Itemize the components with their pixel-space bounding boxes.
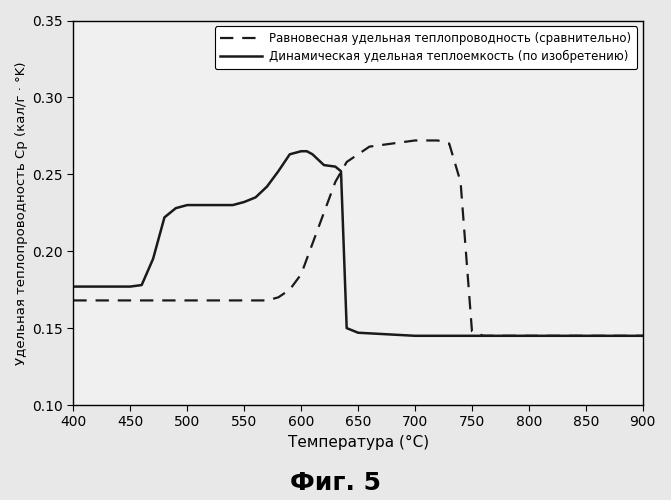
Динамическая удельная теплоемкость (по изобретению) xyxy=(160,214,168,220)
Равновесная удельная теплопроводность (сравнительно) xyxy=(309,240,317,246)
Динамическая удельная теплоемкость (по изобретению) xyxy=(69,284,77,290)
Равновесная удельная теплопроводность (сравнительно) xyxy=(479,333,487,339)
Равновесная удельная теплопроводность (сравнительно) xyxy=(183,298,191,304)
Динамическая удельная теплоемкость (по изобретению) xyxy=(240,199,248,205)
Динамическая удельная теплоемкость (по изобретению) xyxy=(639,333,647,339)
Равновесная удельная теплопроводность (сравнительно) xyxy=(286,286,294,292)
Динамическая удельная теплоемкость (по изобретению) xyxy=(582,333,590,339)
Динамическая удельная теплоемкость (по изобретению) xyxy=(206,202,214,208)
Равновесная удельная теплопроводность (сравнительно) xyxy=(172,298,180,304)
Динамическая удельная теплоемкость (по изобретению) xyxy=(229,202,237,208)
Динамическая удельная теплоемкость (по изобретению) xyxy=(274,168,282,174)
Динамическая удельная теплоемкость (по изобретению) xyxy=(263,184,271,190)
Динамическая удельная теплоемкость (по изобретению) xyxy=(103,284,111,290)
Динамическая удельная теплоемкость (по изобретению) xyxy=(525,333,533,339)
Равновесная удельная теплопроводность (сравнительно) xyxy=(389,140,397,146)
Равновесная удельная теплопроводность (сравнительно) xyxy=(160,298,168,304)
Динамическая удельная теплоемкость (по изобретению) xyxy=(468,333,476,339)
Равновесная удельная теплопроводность (сравнительно) xyxy=(138,298,146,304)
Legend: Равновесная удельная теплопроводность (сравнительно), Динамическая удельная тепл: Равновесная удельная теплопроводность (с… xyxy=(215,26,637,69)
Равновесная удельная теплопроводность (сравнительно) xyxy=(639,333,647,339)
Равновесная удельная теплопроводность (сравнительно) xyxy=(411,138,419,143)
Динамическая удельная теплоемкость (по изобретению) xyxy=(149,256,157,262)
Динамическая удельная теплоемкость (по изобретению) xyxy=(309,152,317,158)
Динамическая удельная теплоемкость (по изобретению) xyxy=(126,284,134,290)
Равновесная удельная теплопроводность (сравнительно) xyxy=(445,140,453,146)
Равновесная удельная теплопроводность (сравнительно) xyxy=(297,272,305,278)
Динамическая удельная теплоемкость (по изобретению) xyxy=(217,202,225,208)
Равновесная удельная теплопроводность (сравнительно) xyxy=(582,333,590,339)
Равновесная удельная теплопроводность (сравнительно) xyxy=(456,179,464,185)
Динамическая удельная теплоемкость (по изобретению) xyxy=(286,152,294,158)
Равновесная удельная теплопроводность (сравнительно) xyxy=(206,298,214,304)
Динамическая удельная теплоемкость (по изобретению) xyxy=(172,205,180,211)
Динамическая удельная теплоемкость (по изобретению) xyxy=(138,282,146,288)
Равновесная удельная теплопроводность (сравнительно) xyxy=(240,298,248,304)
Динамическая удельная теплоемкость (по изобретению) xyxy=(331,164,340,170)
Динамическая удельная теплоемкость (по изобретению) xyxy=(354,330,362,336)
Равновесная удельная теплопроводность (сравнительно) xyxy=(69,298,77,304)
Равновесная удельная теплопроводность (сравнительно) xyxy=(433,138,442,143)
Динамическая удельная теплоемкость (по изобретению) xyxy=(195,202,203,208)
Y-axis label: Удельная теплопроводность Cp (кал/г · °K): Удельная теплопроводность Cp (кал/г · °K… xyxy=(15,61,28,364)
Равновесная удельная теплопроводность (сравнительно) xyxy=(126,298,134,304)
Динамическая удельная теплоемкость (по изобретению) xyxy=(320,162,328,168)
X-axis label: Температура (°С): Температура (°С) xyxy=(287,435,429,450)
Равновесная удельная теплопроводность (сравнительно) xyxy=(366,144,374,150)
Равновесная удельная теплопроводность (сравнительно) xyxy=(263,298,271,304)
Динамическая удельная теплоемкость (по изобретению) xyxy=(343,325,351,331)
Равновесная удельная теплопроводность (сравнительно) xyxy=(331,179,340,185)
Динамическая удельная теплоемкость (по изобретению) xyxy=(183,202,191,208)
Равновесная удельная теплопроводность (сравнительно) xyxy=(149,298,157,304)
Динамическая удельная теплоемкость (по изобретению) xyxy=(303,148,311,154)
Равновесная удельная теплопроводность (сравнительно) xyxy=(525,333,533,339)
Динамическая удельная теплоемкость (по изобретению) xyxy=(337,168,345,174)
Line: Динамическая удельная теплоемкость (по изобретению): Динамическая удельная теплоемкость (по и… xyxy=(73,151,643,336)
Равновесная удельная теплопроводность (сравнительно) xyxy=(274,294,282,300)
Line: Равновесная удельная теплопроводность (сравнительно): Равновесная удельная теплопроводность (с… xyxy=(73,140,643,336)
Text: Фиг. 5: Фиг. 5 xyxy=(290,471,381,495)
Равновесная удельная теплопроводность (сравнительно) xyxy=(343,159,351,165)
Равновесная удельная теплопроводность (сравнительно) xyxy=(468,328,476,334)
Динамическая удельная теплоемкость (по изобретению) xyxy=(411,333,419,339)
Равновесная удельная теплопроводность (сравнительно) xyxy=(320,210,328,216)
Динамическая удельная теплоемкость (по изобретению) xyxy=(252,194,260,200)
Динамическая удельная теплоемкость (по изобретению) xyxy=(297,148,305,154)
